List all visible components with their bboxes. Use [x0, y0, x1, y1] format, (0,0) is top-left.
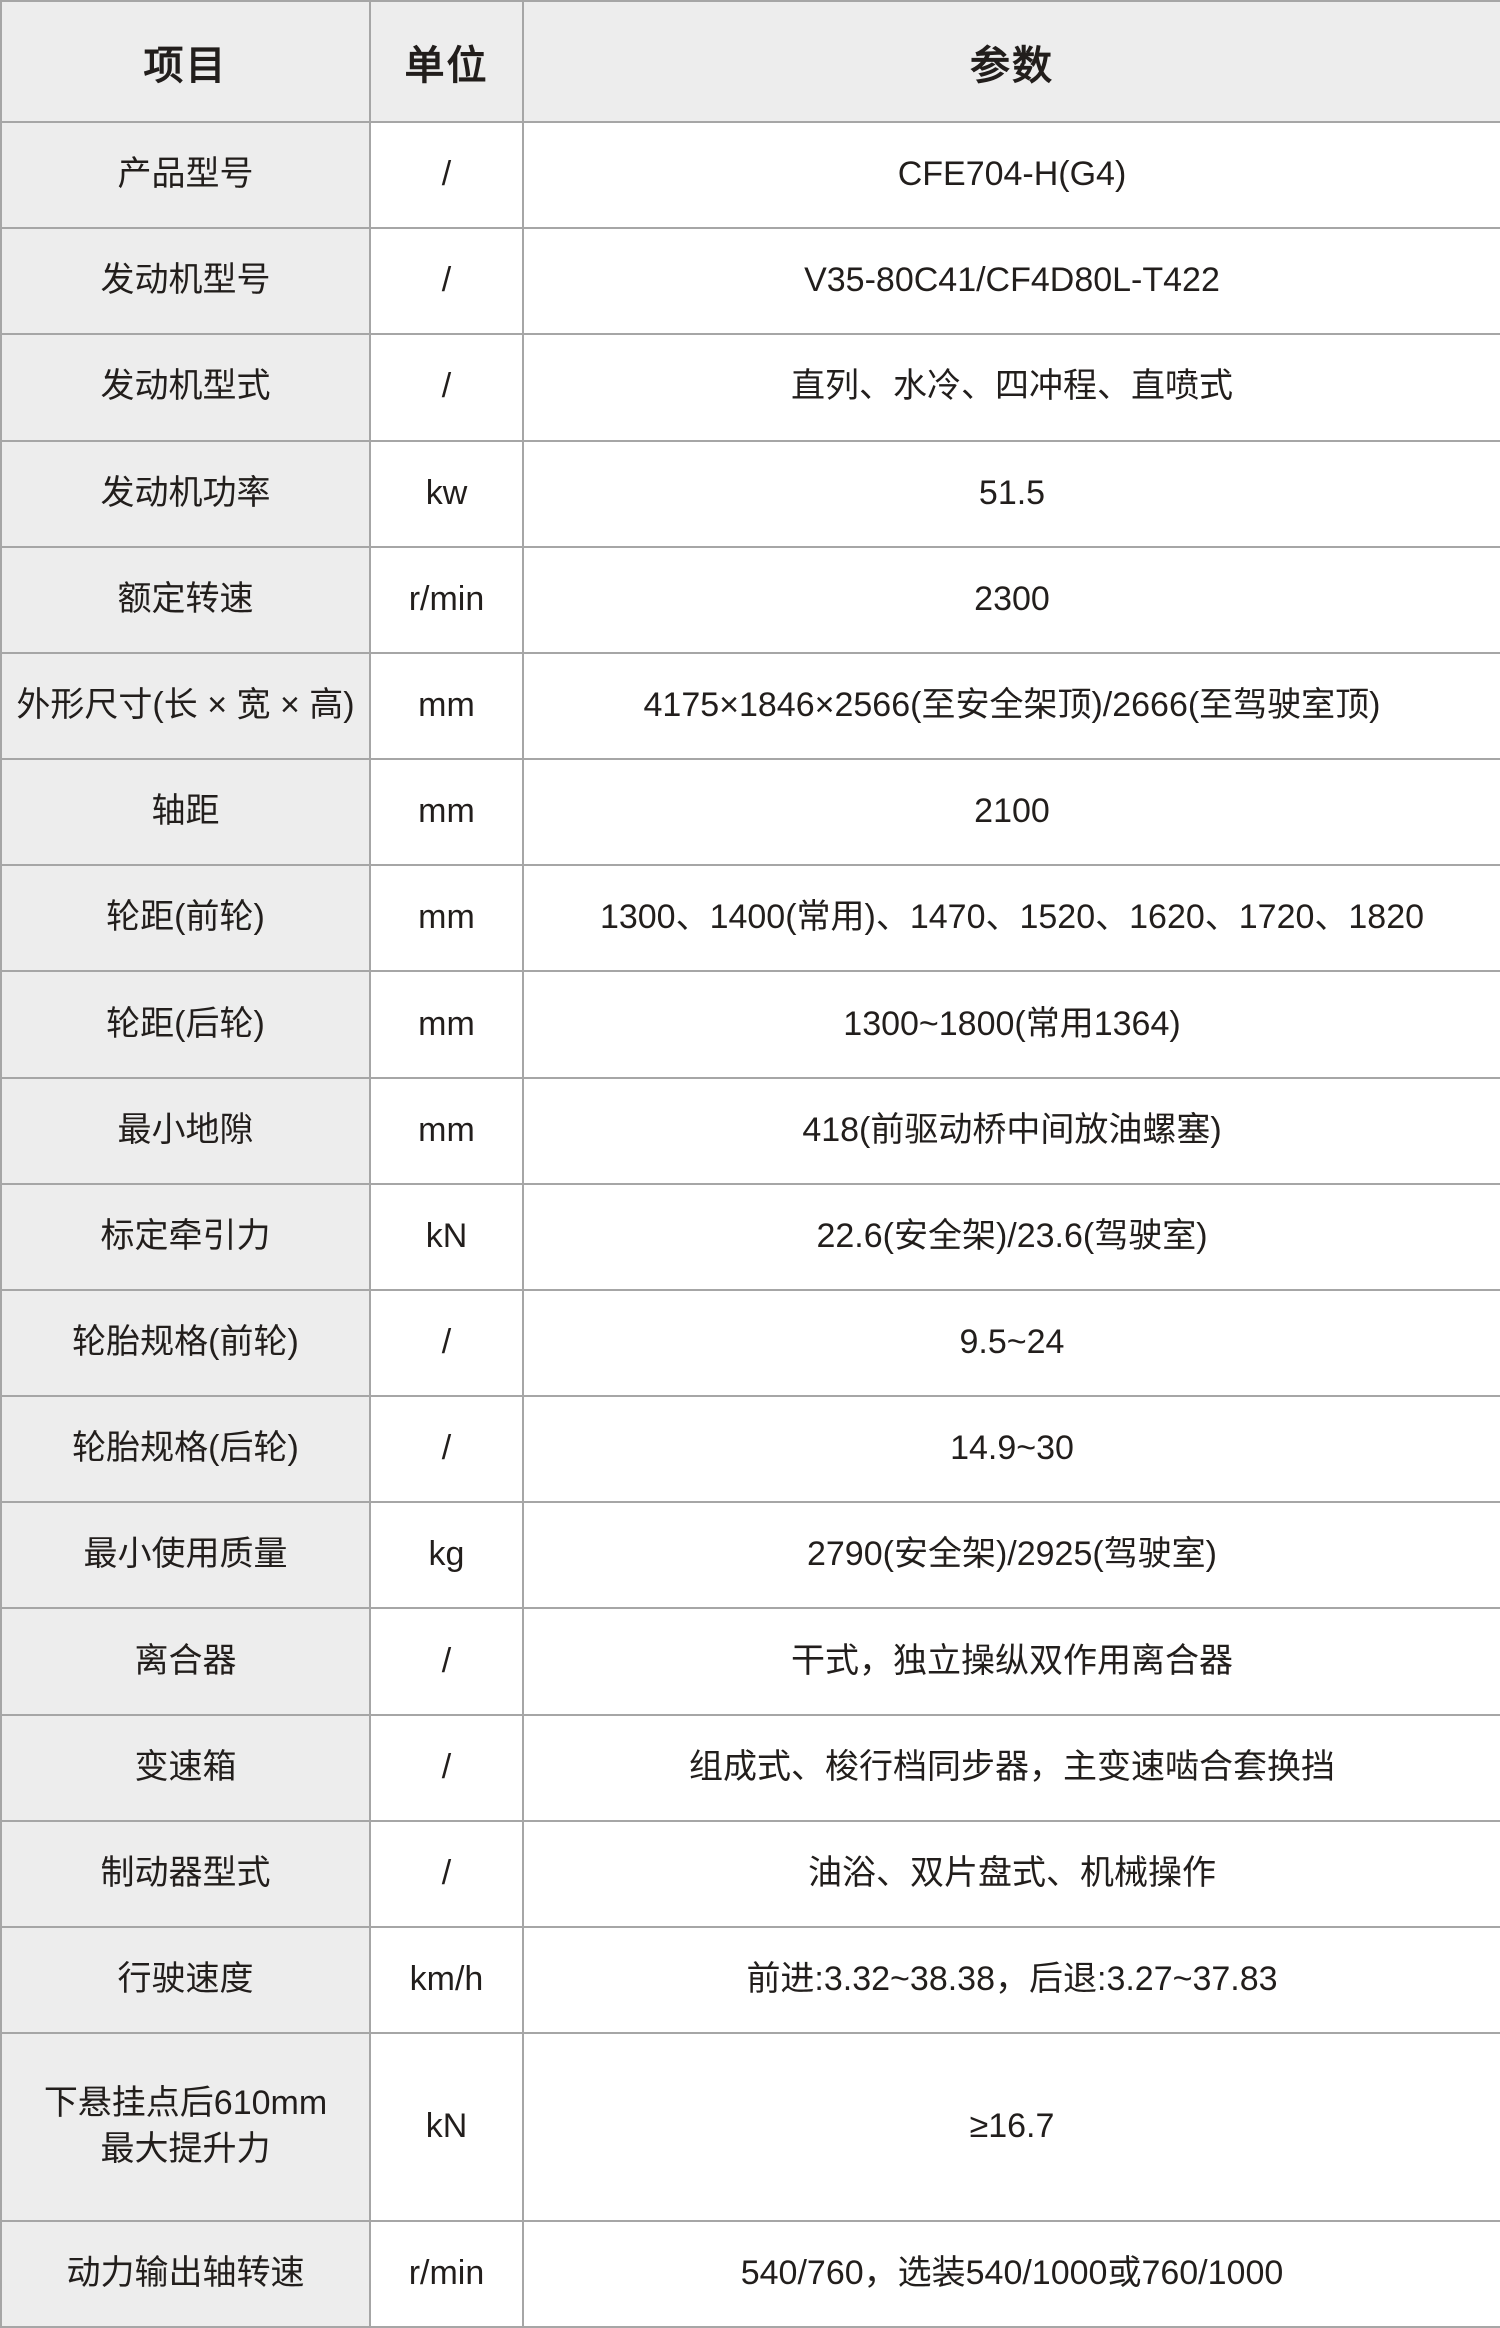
- column-header-item: 项目: [0, 0, 371, 123]
- spec-unit: /: [369, 120, 524, 230]
- spec-unit: /: [369, 1713, 524, 1822]
- table-row: 轮胎规格(前轮) / 9.5~24: [0, 1288, 1500, 1398]
- spec-item-label: 离合器: [0, 1607, 371, 1716]
- spec-unit: r/min: [369, 2219, 524, 2328]
- spec-unit: /: [369, 1819, 524, 1928]
- spec-value: 2300: [522, 545, 1500, 654]
- spec-unit: /: [369, 1607, 524, 1716]
- column-header-unit: 单位: [369, 0, 524, 123]
- table-row: 产品型号 / CFE704-H(G4): [0, 120, 1500, 230]
- spec-item-label: 发动机型式: [0, 333, 371, 442]
- table-row: 制动器型式 / 油浴、双片盘式、机械操作: [0, 1819, 1500, 1928]
- spec-unit: mm: [369, 970, 524, 1079]
- spec-unit: /: [369, 227, 524, 336]
- spec-unit: km/h: [369, 1925, 524, 2035]
- table-row: 轮距(前轮) mm 1300、1400(常用)、1470、1520、1620、1…: [0, 864, 1500, 973]
- spec-item-label: 产品型号: [0, 120, 371, 230]
- spec-unit: r/min: [369, 545, 524, 654]
- table-row: 最小地隙 mm 418(前驱动桥中间放油螺塞): [0, 1076, 1500, 1185]
- spec-value: 组成式、梭行档同步器，主变速啮合套换挡: [522, 1713, 1500, 1822]
- spec-unit: /: [369, 333, 524, 442]
- spec-unit: kw: [369, 439, 524, 548]
- spec-unit: kN: [369, 1182, 524, 1291]
- table-row: 标定牵引力 kN 22.6(安全架)/23.6(驾驶室): [0, 1182, 1500, 1291]
- table-row: 额定转速 r/min 2300: [0, 545, 1500, 654]
- spec-value: 418(前驱动桥中间放油螺塞): [522, 1076, 1500, 1185]
- spec-value: 22.6(安全架)/23.6(驾驶室): [522, 1182, 1500, 1291]
- table-row: 下悬挂点后610mm 最大提升力 kN ≥16.7: [0, 2032, 1500, 2222]
- table-row: 离合器 / 干式，独立操纵双作用离合器: [0, 1607, 1500, 1716]
- spec-item-label: 最小使用质量: [0, 1501, 371, 1610]
- spec-value: 1300~1800(常用1364): [522, 970, 1500, 1079]
- spec-value: CFE704-H(G4): [522, 120, 1500, 230]
- spec-value: 2100: [522, 758, 1500, 867]
- spec-value: 51.5: [522, 439, 1500, 548]
- spec-item-label: 轴距: [0, 758, 371, 867]
- spec-value: ≥16.7: [522, 2032, 1500, 2222]
- spec-item-label: 发动机型号: [0, 227, 371, 336]
- spec-item-label: 下悬挂点后610mm 最大提升力: [0, 2032, 371, 2222]
- spec-item-label: 额定转速: [0, 545, 371, 654]
- spec-value: V35-80C41/CF4D80L-T422: [522, 227, 1500, 336]
- table-row: 发动机型式 / 直列、水冷、四冲程、直喷式: [0, 333, 1500, 442]
- spec-item-label: 标定牵引力: [0, 1182, 371, 1291]
- spec-unit: mm: [369, 651, 524, 761]
- spec-value: 1300、1400(常用)、1470、1520、1620、1720、1820: [522, 864, 1500, 973]
- table-row: 发动机功率 kw 51.5: [0, 439, 1500, 548]
- table-row: 轮距(后轮) mm 1300~1800(常用1364): [0, 970, 1500, 1079]
- spec-unit: mm: [369, 864, 524, 973]
- spec-item-label: 变速箱: [0, 1713, 371, 1822]
- table-row: 轮胎规格(后轮) / 14.9~30: [0, 1395, 1500, 1504]
- header-row: 项目 单位 参数: [0, 0, 1500, 123]
- spec-unit: kg: [369, 1501, 524, 1610]
- table-row: 发动机型号 / V35-80C41/CF4D80L-T422: [0, 227, 1500, 336]
- spec-unit: kN: [369, 2032, 524, 2222]
- spec-unit: /: [369, 1288, 524, 1398]
- spec-unit: /: [369, 1395, 524, 1504]
- spec-item-label: 动力输出轴转速: [0, 2219, 371, 2328]
- table-row: 外形尺寸(长 × 宽 × 高) mm 4175×1846×2566(至安全架顶)…: [0, 651, 1500, 761]
- spec-value: 2790(安全架)/2925(驾驶室): [522, 1501, 1500, 1610]
- table-row: 行驶速度 km/h 前进:3.32~38.38，后退:3.27~37.83: [0, 1925, 1500, 2035]
- table-row: 变速箱 / 组成式、梭行档同步器，主变速啮合套换挡: [0, 1713, 1500, 1822]
- spec-unit: mm: [369, 758, 524, 867]
- table-row: 轴距 mm 2100: [0, 758, 1500, 867]
- spec-value: 9.5~24: [522, 1288, 1500, 1398]
- spec-item-label: 外形尺寸(长 × 宽 × 高): [0, 651, 371, 761]
- spec-item-label: 发动机功率: [0, 439, 371, 548]
- spec-item-label: 最小地隙: [0, 1076, 371, 1185]
- spec-item-label: 轮距(前轮): [0, 864, 371, 973]
- spec-item-label: 轮胎规格(后轮): [0, 1395, 371, 1504]
- spec-unit: mm: [369, 1076, 524, 1185]
- spec-value: 直列、水冷、四冲程、直喷式: [522, 333, 1500, 442]
- spec-value: 4175×1846×2566(至安全架顶)/2666(至驾驶室顶): [522, 651, 1500, 761]
- table-row: 最小使用质量 kg 2790(安全架)/2925(驾驶室): [0, 1501, 1500, 1610]
- spec-item-label: 行驶速度: [0, 1925, 371, 2035]
- spec-item-label: 轮距(后轮): [0, 970, 371, 1079]
- table-row: 动力输出轴转速 r/min 540/760，选装540/1000或760/100…: [0, 2219, 1500, 2328]
- spec-value: 前进:3.32~38.38，后退:3.27~37.83: [522, 1925, 1500, 2035]
- spec-value: 干式，独立操纵双作用离合器: [522, 1607, 1500, 1716]
- spec-value: 油浴、双片盘式、机械操作: [522, 1819, 1500, 1928]
- spec-item-label: 轮胎规格(前轮): [0, 1288, 371, 1398]
- spec-value: 540/760，选装540/1000或760/1000: [522, 2219, 1500, 2328]
- spec-item-label: 制动器型式: [0, 1819, 371, 1928]
- spec-value: 14.9~30: [522, 1395, 1500, 1504]
- column-header-value: 参数: [522, 0, 1500, 123]
